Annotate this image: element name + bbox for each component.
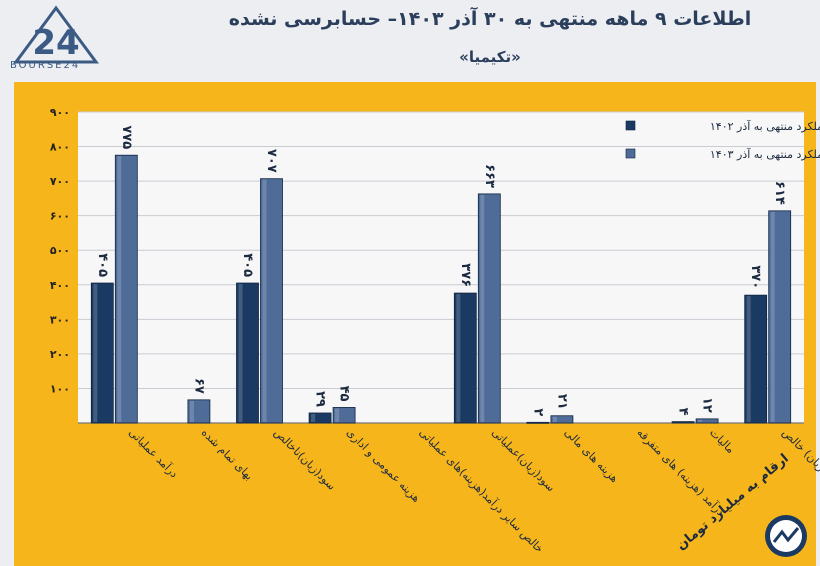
bar [526, 421, 550, 424]
x-tick-label: سود(زیان)ناخالص [271, 426, 338, 493]
page-title: اطلاعات ۹ ماهه منتهی به ۳۰ آذر ۱۴۰۳– حسا… [228, 8, 752, 30]
bar [308, 412, 332, 424]
bar [90, 282, 114, 424]
bar-highlight [238, 284, 243, 422]
x-tick-label: هزینه های مالی [562, 426, 621, 485]
bar-highlight [262, 179, 267, 422]
data-label: ۳۷۰ [748, 265, 763, 289]
bar-highlight [552, 416, 557, 422]
bar [453, 292, 477, 424]
x-tick-label: سود(زیان)عملیاتی [489, 426, 557, 494]
bar [332, 407, 356, 424]
page-subtitle: «تکیمیا» [459, 48, 521, 66]
plot-area [78, 112, 804, 423]
trend-icon-arrow [772, 527, 800, 543]
data-label: ۴ [676, 408, 691, 416]
data-label: ۴۰۵ [95, 253, 110, 277]
bar [114, 154, 138, 424]
bar-highlight [698, 419, 703, 422]
y-tick-label: ۹۰۰ [50, 106, 70, 119]
data-label: ۲ [530, 408, 545, 416]
data-label: ۶۱۴ [772, 181, 787, 205]
y-tick-label: ۶۰۰ [50, 210, 70, 223]
legend: عملکرد منتهی به آذر ۱۴۰۲ عملکرد منتهی به … [625, 119, 820, 161]
bar [744, 294, 768, 424]
data-label: ۶۷ [191, 378, 206, 394]
logo-mark: 24 [13, 5, 99, 64]
legend-label: عملکرد منتهی به آذر ۱۴۰۲ [710, 119, 820, 133]
x-tick-label: مالیات [707, 426, 737, 456]
x-tick-label: درآمد عملیاتی [126, 425, 181, 480]
x-tick-label: خالص سایر درآمد(هزینه)های عملیاتی [417, 425, 547, 555]
bar [695, 418, 719, 424]
bar [187, 399, 211, 424]
x-tick-label: هزینه عمومی و اداری [344, 426, 423, 505]
bar [260, 178, 283, 424]
bar [236, 282, 259, 424]
bar-highlight [311, 413, 316, 422]
bar-highlight [335, 408, 340, 422]
data-label: ۷۰۷ [264, 149, 279, 173]
logo-number: 24 [32, 23, 79, 63]
logo-text: BOURSE24 [10, 60, 81, 71]
bar-highlight [93, 284, 98, 422]
y-tick-label: ۲۰۰ [50, 348, 70, 361]
bar-highlight [746, 296, 751, 422]
bar [550, 415, 574, 424]
y-tick-label: ۱۰۰ [50, 382, 70, 395]
bar [768, 210, 792, 424]
bar-highlight [117, 156, 122, 422]
data-label: ۴۰۵ [240, 253, 255, 277]
bar-highlight [480, 194, 485, 422]
legend-label: عملکرد منتهی به آذر ۱۴۰۳ [710, 147, 820, 161]
data-label: ۱۲ [700, 397, 715, 413]
data-label: ۷۷۵ [119, 125, 134, 149]
data-label: ۴۵ [337, 386, 352, 402]
y-tick-label: ۵۰۰ [50, 244, 70, 257]
y-tick-label: ۸۰۰ [50, 141, 70, 154]
bar-highlight [189, 400, 194, 422]
y-tick-label: ۳۰۰ [50, 313, 70, 326]
y-tick-label: ۷۰۰ [50, 175, 70, 188]
bar [477, 193, 501, 424]
bar-highlight [770, 211, 775, 422]
legend-swatch [625, 148, 636, 159]
bar [671, 421, 695, 424]
bar-highlight [456, 294, 461, 422]
x-tick-label: بهای تمام شده [199, 426, 256, 483]
data-label: ۳۷۶ [458, 263, 473, 287]
y-tick-label: ۴۰۰ [50, 279, 70, 292]
data-label: ۲۹ [313, 391, 328, 407]
legend-swatch [625, 120, 636, 131]
data-label: ۶۶۳ [482, 164, 497, 188]
data-label: ۲۱ [554, 394, 569, 410]
